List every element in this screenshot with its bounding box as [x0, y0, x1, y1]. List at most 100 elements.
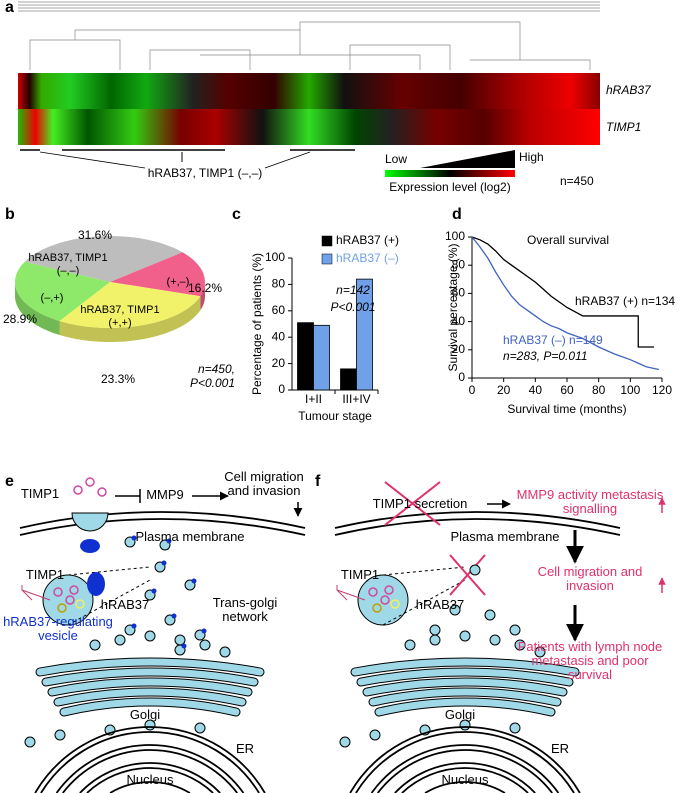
er-membrane [394, 762, 536, 793]
secreting-vesicle [71, 512, 109, 532]
color-bar [385, 170, 515, 177]
vesicle [24, 736, 36, 748]
golgi-label: Golgi [444, 707, 476, 722]
hrab37-dot [166, 538, 172, 544]
vesicle [509, 722, 521, 734]
secretion-label: TIMP1 secretion [372, 496, 468, 511]
er-label: ER [550, 741, 570, 756]
timp1-label: TIMP1 [20, 486, 60, 501]
legend-low: Low [385, 152, 407, 166]
value-label: 23.3% [101, 372, 135, 386]
chart-title: Overall survival [527, 233, 609, 247]
golgi-cisterna [36, 658, 264, 676]
slice-label: (–,+) [40, 292, 64, 304]
vesicle [469, 564, 481, 576]
vesicle [369, 729, 381, 741]
y-tick-label: 0 [278, 382, 285, 396]
vesicle [459, 630, 471, 642]
cargo [53, 587, 63, 597]
vesicle [514, 639, 526, 651]
legend-title: Expression level (log2) [389, 180, 510, 194]
vesicle [174, 634, 186, 646]
cargo [380, 595, 390, 605]
x-tick-label: 40 [529, 383, 543, 397]
hrab37-dot [161, 560, 167, 566]
legend-label: hRAB37 (+) [336, 233, 399, 247]
timp1-molecule [73, 485, 83, 495]
rab-label: hRAB37 [415, 597, 465, 612]
heatmap-row [18, 109, 600, 145]
mmp9-label: MMP9 [146, 487, 184, 502]
vesicle [54, 729, 66, 741]
y-axis-label: Percentage of patients (%) [250, 253, 264, 395]
golgi-cisterna [363, 678, 567, 696]
y-tick-label: 0 [458, 370, 465, 384]
vesicle [429, 634, 441, 646]
heatmap-row [18, 73, 600, 109]
cargo [65, 595, 75, 605]
pie-slice [24, 235, 183, 282]
pie-side [200, 282, 205, 311]
cargo [75, 599, 85, 609]
er-membrane [86, 767, 214, 793]
er-label: ER [235, 741, 255, 756]
annotation: n=142 [336, 283, 370, 297]
golgi-cisterna [42, 668, 258, 686]
hrab37-dot [191, 578, 197, 584]
dendrogram [18, 1, 600, 70]
vesicle [534, 646, 546, 658]
bar [340, 368, 357, 391]
panel-letter: d [452, 206, 462, 223]
membrane [19, 518, 306, 536]
legend-high: High [519, 150, 544, 164]
er-membrane [355, 731, 575, 793]
er-membrane [40, 731, 260, 793]
x-axis-label: Tumour stage [298, 409, 372, 423]
value-label: 16.2% [188, 281, 222, 295]
outcome-label: Cell migration and invasion [224, 469, 304, 498]
row-label: TIMP1 [606, 120, 641, 134]
membrane-label: Plasma membrane [135, 529, 245, 544]
membrane [334, 518, 621, 536]
hrab37-protein [80, 539, 100, 553]
cargo [372, 603, 382, 613]
membrane [19, 511, 306, 529]
callout [21, 585, 51, 601]
x-tick-label: III+IV [342, 392, 370, 406]
slice-label: (+,–) [166, 276, 190, 288]
callout [67, 566, 151, 576]
slice-label: hRAB37, TIMP1 (–,–) [28, 252, 108, 277]
panel-letter: e [5, 473, 14, 490]
pie-side [59, 296, 201, 342]
vesicle [219, 646, 231, 658]
y-tick-label: 80 [272, 277, 286, 291]
pie-side [15, 282, 60, 335]
callout [382, 566, 466, 576]
membrane-label: Plasma membrane [450, 529, 560, 544]
vesicle [489, 634, 501, 646]
bar [356, 278, 373, 391]
x-tick-label: 80 [592, 383, 606, 397]
vesicle-large [357, 574, 409, 626]
vesicle [89, 639, 101, 651]
legend-label: hRAB37 (–) [336, 251, 399, 265]
golgi-cisterna [60, 698, 240, 716]
er-membrane [79, 762, 221, 793]
vesicle-label: hRAB37-regulating vesicle [3, 614, 113, 643]
y-tick-label: 40 [452, 314, 466, 328]
er-membrane [34, 726, 266, 793]
y-tick-label: 60 [272, 303, 286, 317]
outcome-step: MMP9 activity metastasis signalling [516, 487, 664, 516]
outcome-step: Cell migration and invasion [537, 564, 643, 593]
golgi-label: Golgi [129, 707, 161, 722]
cargo [69, 585, 79, 595]
golgi-cisterna [351, 658, 579, 676]
panel-letter: b [5, 206, 15, 223]
er-membrane [55, 744, 245, 793]
pie-slice [110, 252, 205, 297]
hrab37-dot [181, 643, 187, 649]
stats-note: n=450, P<0.001 [189, 362, 235, 390]
vesicle [449, 604, 461, 616]
